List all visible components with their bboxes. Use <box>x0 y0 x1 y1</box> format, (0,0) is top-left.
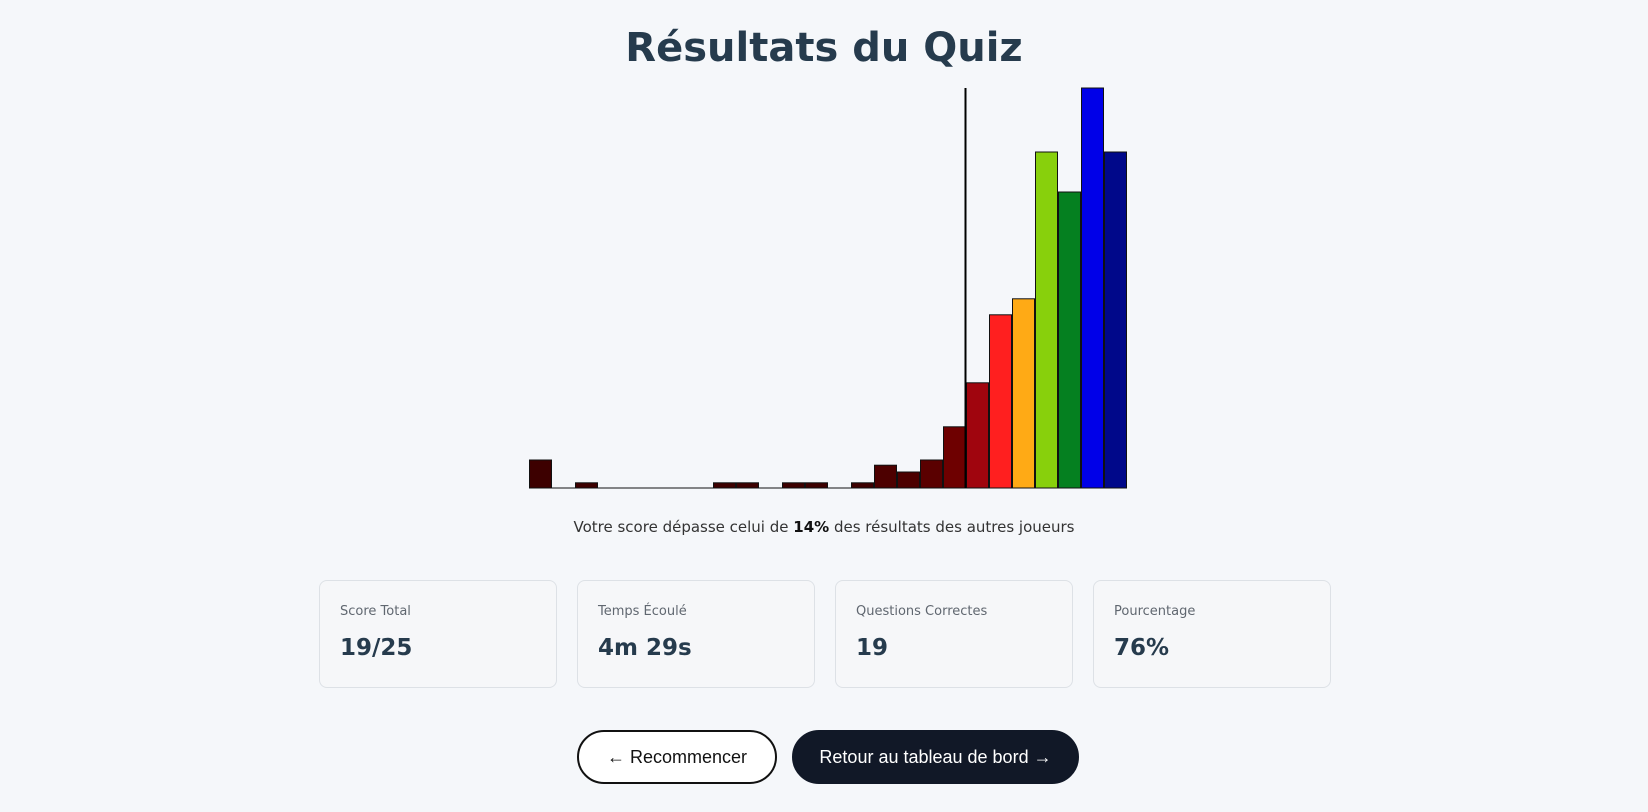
action-buttons: ← Recommencer Retour au tableau de bord … <box>577 730 1079 784</box>
histogram-bar <box>713 482 736 489</box>
stat-value: 76% <box>1114 635 1170 661</box>
histogram-bar <box>782 482 805 489</box>
stats-cards: Score Total 19/25 Temps Écoulé 4m 29s Qu… <box>319 580 1331 688</box>
histogram-bar <box>1081 87 1104 489</box>
percentile-value: 14% <box>793 518 830 536</box>
stat-value: 19 <box>856 635 889 661</box>
stat-value: 19/25 <box>340 635 413 661</box>
stat-label: Score Total <box>340 604 411 619</box>
stat-card-percentage: Pourcentage 76% <box>1093 580 1331 688</box>
histogram-bar <box>805 482 828 489</box>
stat-value: 4m 29s <box>598 635 692 661</box>
histogram-bar <box>1104 151 1127 489</box>
histogram-bar <box>851 482 874 489</box>
histogram-bar <box>575 482 598 489</box>
page-title: Résultats du Quiz <box>625 25 1023 71</box>
histogram-bar <box>1035 151 1058 489</box>
histogram-bar <box>920 459 943 489</box>
histogram-bar <box>529 459 552 489</box>
stat-label: Temps Écoulé <box>598 604 687 619</box>
percentile-text: Votre score dépasse celui de 14% des rés… <box>0 518 1648 536</box>
stat-card-time: Temps Écoulé 4m 29s <box>577 580 815 688</box>
stat-card-correct: Questions Correctes 19 <box>835 580 1073 688</box>
histogram-bar <box>1058 191 1081 489</box>
score-histogram <box>529 87 1127 489</box>
percentile-suffix: des résultats des autres joueurs <box>829 518 1075 536</box>
histogram-bar <box>897 471 920 489</box>
percentile-prefix: Votre score dépasse celui de <box>573 518 794 536</box>
histogram-bar <box>943 426 966 489</box>
histogram-bar <box>966 382 989 489</box>
restart-button[interactable]: ← Recommencer <box>577 730 777 784</box>
histogram-bar <box>874 464 897 489</box>
stat-label: Questions Correctes <box>856 604 988 619</box>
stat-card-score: Score Total 19/25 <box>319 580 557 688</box>
histogram-bar <box>989 314 1012 489</box>
histogram-bar <box>736 482 759 489</box>
dashboard-button[interactable]: Retour au tableau de bord → <box>792 730 1079 784</box>
stat-label: Pourcentage <box>1114 604 1196 619</box>
histogram-bar <box>1012 298 1035 489</box>
